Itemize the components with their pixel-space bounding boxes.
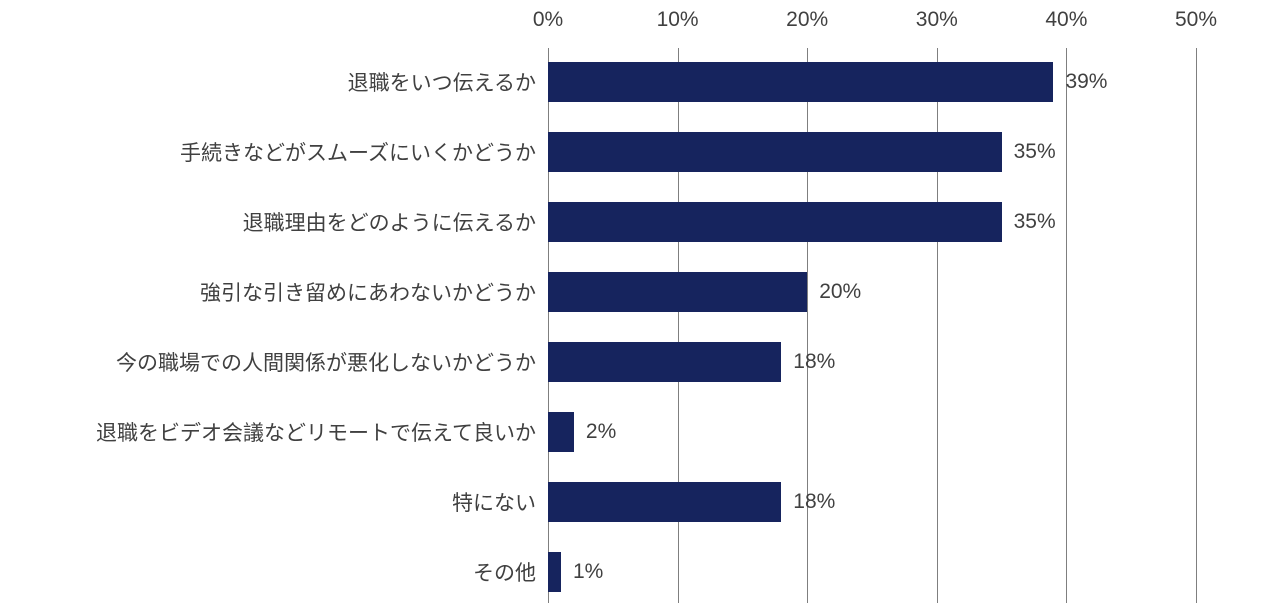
category-label: 退職理由をどのように伝えるか — [0, 207, 536, 237]
value-label: 18% — [793, 350, 835, 374]
category-label: 今の職場での人間関係が悪化しないかどうか — [0, 347, 536, 377]
category-label: 手続きなどがスムーズにいくかどうか — [0, 137, 536, 167]
bar-row: 強引な引き留めにあわないかどうか 20% — [0, 272, 1280, 312]
value-label: 35% — [1014, 210, 1056, 234]
bar — [548, 552, 561, 592]
bar — [548, 202, 1002, 242]
plot-area: 退職をいつ伝えるか39%手続きなどがスムーズにいくかどうか35%退職理由をどのよ… — [0, 48, 1280, 603]
value-label: 18% — [793, 490, 835, 514]
x-axis-tick-label: 40% — [1045, 8, 1087, 32]
bar-row: その他 1% — [0, 552, 1280, 592]
bar-row: 手続きなどがスムーズにいくかどうか 35% — [0, 132, 1280, 172]
category-label: 退職をビデオ会議などリモートで伝えて良いか — [0, 417, 536, 447]
bar-row: 退職理由をどのように伝えるか 35% — [0, 202, 1280, 242]
x-axis-tick-label: 10% — [657, 8, 699, 32]
bar — [548, 272, 807, 312]
category-label: 退職をいつ伝えるか — [0, 67, 536, 97]
x-axis: 0% 10% 20% 30% 40% 50% — [0, 0, 1280, 40]
bar-row: 今の職場での人間関係が悪化しないかどうか 18% — [0, 342, 1280, 382]
bar — [548, 342, 781, 382]
horizontal-bar-chart: 0% 10% 20% 30% 40% 50% 退職をいつ伝えるか 39% 手続きなどがスムーズ… — [0, 0, 1280, 611]
x-axis-tick-label: 0% — [533, 8, 563, 32]
category-label: 特にない — [0, 487, 536, 517]
category-label: 強引な引き留めにあわないかどうか — [0, 277, 536, 307]
value-label: 39% — [1065, 70, 1107, 94]
x-axis-tick-label: 30% — [916, 8, 958, 32]
bar — [548, 412, 574, 452]
bar — [548, 62, 1053, 102]
value-label: 2% — [586, 420, 616, 444]
value-label: 1% — [573, 560, 603, 584]
value-label: 35% — [1014, 140, 1056, 164]
x-axis-tick-label: 20% — [786, 8, 828, 32]
category-label: その他 — [0, 557, 536, 587]
bar-row: 退職をいつ伝えるか 39% — [0, 62, 1280, 102]
x-axis-tick-label: 50% — [1175, 8, 1217, 32]
value-label: 20% — [819, 280, 861, 304]
bar — [548, 132, 1002, 172]
bar-row: 特にない 18% — [0, 482, 1280, 522]
bar-row: 退職をビデオ会議などリモートで伝えて良いか 2% — [0, 412, 1280, 452]
bar — [548, 482, 781, 522]
